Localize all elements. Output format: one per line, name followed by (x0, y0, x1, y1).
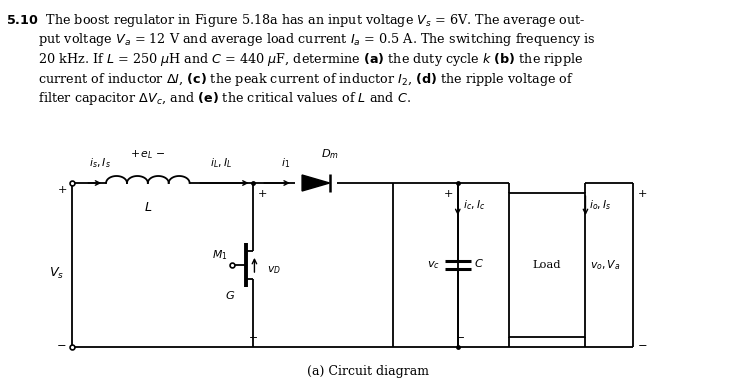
Text: $v_D$: $v_D$ (267, 264, 281, 276)
Text: $L$: $L$ (144, 201, 152, 214)
Text: Load: Load (533, 260, 562, 270)
Text: $v_c$: $v_c$ (427, 259, 440, 271)
Text: $+$: $+$ (257, 188, 268, 199)
Bar (509, 193, 586, 337)
Text: $+$: $+$ (56, 184, 67, 195)
Text: $V_s$: $V_s$ (49, 266, 64, 281)
Text: $-$: $-$ (56, 339, 67, 349)
Text: $C$: $C$ (475, 257, 484, 269)
Polygon shape (302, 175, 329, 191)
Text: $-$: $-$ (637, 339, 647, 349)
Text: $M_1$: $M_1$ (212, 248, 228, 262)
Text: (a) Circuit diagram: (a) Circuit diagram (308, 366, 430, 379)
Text: $v_o, V_a$: $v_o, V_a$ (590, 258, 621, 272)
Text: $i_o, I_s$: $i_o, I_s$ (590, 199, 612, 212)
Text: $G$: $G$ (225, 289, 235, 301)
Text: $i_L, I_L$: $i_L, I_L$ (211, 156, 232, 170)
Text: put voltage $V_a$ = 12 V and average load current $I_a$ = 0.5 A. The switching f: put voltage $V_a$ = 12 V and average loa… (6, 32, 596, 49)
Text: $i_c, I_c$: $i_c, I_c$ (463, 199, 485, 212)
Text: 20 kHz. If $L$ = 250 $\mu$H and $C$ = 440 $\mu$F, determine $\mathbf{(a)}$ the d: 20 kHz. If $L$ = 250 $\mu$H and $C$ = 44… (6, 51, 583, 68)
Text: $D_m$: $D_m$ (321, 147, 339, 161)
Text: $+$: $+$ (442, 188, 453, 199)
Text: $-$: $-$ (248, 331, 259, 341)
Text: $i_s, I_s$: $i_s, I_s$ (89, 156, 111, 170)
Text: current of inductor $\Delta I$, $\mathbf{(c)}$ the peak current of inductor $I_2: current of inductor $\Delta I$, $\mathbf… (6, 71, 574, 88)
Text: $i_1$: $i_1$ (280, 156, 290, 170)
Text: filter capacitor $\Delta V_c$, and $\mathbf{(e)}$ the critical values of $L$ and: filter capacitor $\Delta V_c$, and $\mat… (6, 90, 411, 107)
Text: $+$: $+$ (637, 188, 646, 199)
Text: $\mathbf{5.10}$  The boost regulator in Figure 5.18a has an input voltage $V_s$ : $\mathbf{5.10}$ The boost regulator in F… (6, 12, 586, 29)
Text: $-$: $-$ (454, 331, 465, 341)
Text: $+\, e_L\, -$: $+\, e_L\, -$ (130, 148, 166, 161)
